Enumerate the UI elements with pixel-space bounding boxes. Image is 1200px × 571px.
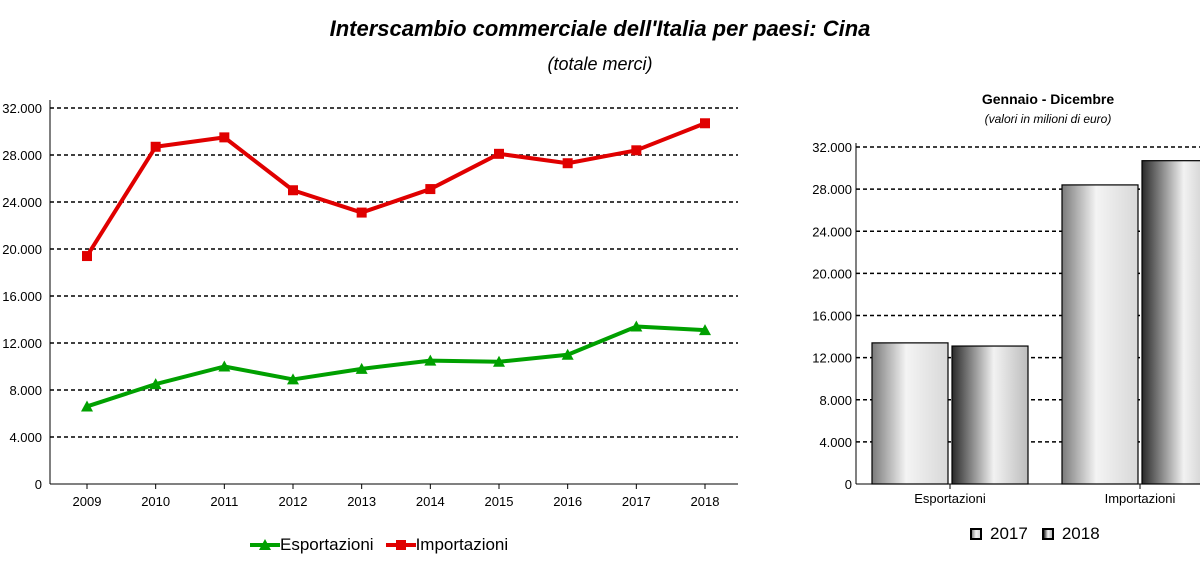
x-tick-label: 2015 — [485, 494, 514, 509]
data-point-importazioni — [219, 132, 230, 143]
y-tick-label: 32.000 — [2, 101, 42, 116]
legend-label-2018: 2018 — [1061, 524, 1100, 543]
legend-item-2018: 2018 — [1041, 524, 1100, 544]
data-point-importazioni — [562, 158, 573, 169]
data-point-importazioni — [82, 251, 92, 262]
legend-label-importazioni: Importazioni — [415, 535, 509, 554]
y-tick-label: 32.000 — [812, 140, 852, 155]
data-point-esportazioni — [149, 378, 162, 390]
legend-label-esportazioni: Esportazioni — [280, 535, 374, 554]
category-label: Importazioni — [1105, 491, 1176, 506]
bar-importazioni-2018 — [1141, 160, 1200, 485]
data-point-esportazioni — [218, 360, 231, 372]
y-tick-label: 16.000 — [2, 289, 42, 304]
chart-title: Interscambio commerciale dell'Italia per… — [329, 16, 871, 41]
category-label: Esportazioni — [914, 491, 986, 506]
y-tick-label: 16.000 — [812, 309, 852, 324]
chart-subtitle: (totale merci) — [547, 54, 653, 74]
data-point-importazioni — [494, 148, 504, 159]
x-tick-label: 2016 — [553, 494, 582, 509]
line-chart: 0 4.000 8.000 12.000 16.000 20.000 24.000 28.00… — [2, 100, 738, 509]
y-tick-label: 4.000 — [9, 430, 42, 445]
data-point-importazioni — [425, 184, 436, 195]
data-point-importazioni — [631, 145, 642, 156]
data-point-importazioni — [288, 185, 298, 196]
y-tick-label: 8.000 — [9, 383, 42, 398]
legend-item-importazioni: Importazioni — [385, 535, 509, 555]
line-legend: Esportazioni Importazioni — [250, 535, 520, 555]
data-point-esportazioni — [287, 373, 299, 385]
x-tick-label: 2013 — [347, 494, 376, 509]
y-tick-label: 0 — [845, 477, 852, 492]
bar-esportazioni-2017 — [871, 342, 949, 485]
bar-chart-subtitle: (valori in milioni di euro) — [985, 112, 1112, 126]
triangle-line-icon — [250, 539, 280, 550]
swatch-2018-icon — [1041, 528, 1054, 540]
legend-label-2017: 2017 — [990, 524, 1028, 543]
data-point-esportazioni — [699, 324, 711, 336]
y-tick-label: 28.000 — [812, 182, 852, 197]
y-tick-label: 24.000 — [2, 195, 42, 210]
x-tick-label: 2010 — [141, 494, 170, 509]
y-tick-label: 20.000 — [2, 242, 42, 257]
swatch-2017-icon — [970, 528, 982, 540]
data-point-esportazioni — [630, 320, 643, 332]
y-tick-label: 0 — [35, 477, 42, 492]
bar-chart: Gennaio - Dicembre (valori in milioni di … — [812, 91, 1200, 506]
x-tick-label: 2017 — [622, 494, 651, 509]
bar-chart-title: Gennaio - Dicembre — [982, 91, 1114, 107]
x-tick-label: 2014 — [416, 494, 445, 509]
bar-esportazioni-2018 — [951, 345, 1029, 485]
y-tick-label: 12.000 — [2, 336, 42, 351]
x-tick-label: 2018 — [691, 494, 720, 509]
y-tick-label: 24.000 — [812, 224, 852, 239]
data-point-esportazioni — [355, 362, 368, 374]
x-tick-label: 2012 — [279, 494, 308, 509]
x-tick-label: 2009 — [73, 494, 102, 509]
y-tick-label: 8.000 — [819, 393, 852, 408]
bar-importazioni-2017 — [1061, 184, 1139, 485]
y-tick-label: 20.000 — [812, 266, 852, 281]
series-line-esportazioni — [86, 324, 706, 409]
y-tick-label: 28.000 — [2, 148, 42, 163]
data-point-esportazioni — [424, 354, 437, 366]
x-tick-label: 2011 — [210, 494, 238, 509]
legend-item-2017: 2017 — [970, 524, 1028, 544]
data-point-esportazioni — [561, 348, 574, 360]
series-line-importazioni — [85, 121, 706, 258]
data-point-importazioni — [150, 141, 161, 152]
bar-legend: 2017 2018 — [970, 524, 1114, 544]
square-line-icon — [385, 540, 416, 550]
legend-item-esportazioni: Esportazioni — [250, 535, 374, 555]
y-tick-label: 4.000 — [819, 435, 852, 450]
y-tick-label: 12.000 — [812, 351, 852, 366]
data-point-importazioni — [700, 118, 710, 129]
data-point-importazioni — [356, 207, 367, 218]
data-point-esportazioni — [81, 400, 93, 412]
data-point-esportazioni — [493, 355, 505, 367]
